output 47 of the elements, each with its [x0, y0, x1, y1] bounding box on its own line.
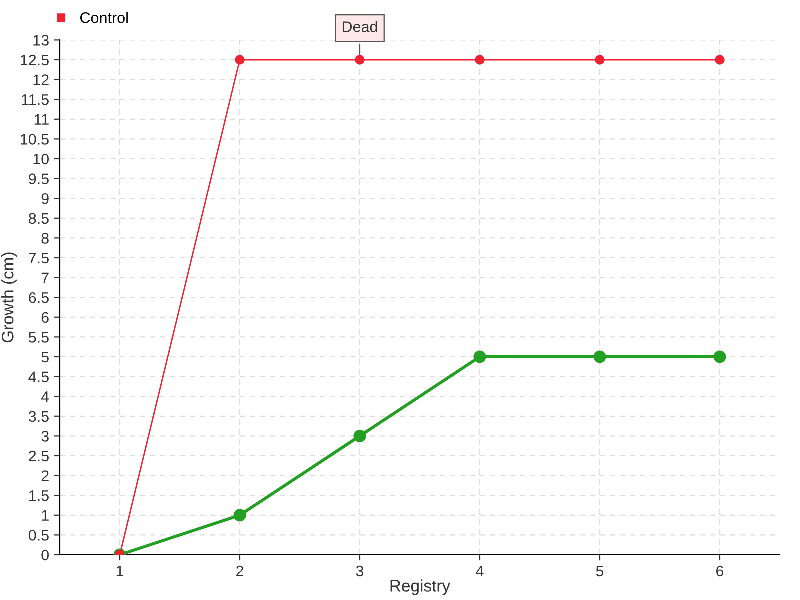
y-tick-label: 9.5	[29, 174, 49, 184]
point	[594, 350, 606, 364]
point	[474, 350, 486, 364]
point	[354, 430, 366, 442]
y-tick-label: 8	[42, 233, 49, 244]
x-tick-label: 2	[236, 566, 244, 576]
y-tick-label: 0	[42, 550, 49, 561]
y-tick-label: 6	[42, 312, 49, 324]
y-tick-label: 4.5	[28, 372, 49, 382]
point	[595, 55, 605, 65]
y-tick-label: 12	[34, 74, 49, 86]
y-tick-label: 1.5	[30, 490, 49, 502]
y-tick-label: 11.5	[22, 94, 49, 106]
y-tick-label: 7.5	[29, 253, 49, 264]
y-tick-label: 8.5	[29, 213, 49, 224]
y-tick-label: 10.5	[21, 134, 49, 145]
x-tick-label: 4	[476, 566, 484, 576]
point	[714, 350, 726, 364]
y-tick-label: 5	[42, 352, 49, 363]
x-tick-label: 3	[356, 566, 364, 577]
x-axis-title: Registry	[390, 580, 451, 596]
point	[475, 55, 485, 65]
y-tick-label: 13	[34, 35, 49, 46]
y-tick-label: 6.5	[29, 292, 49, 304]
y-tick-label: 3	[42, 431, 49, 442]
legend-label: Control	[80, 12, 128, 24]
y-tick-label: 12.5	[21, 54, 49, 66]
x-tick-label: 6	[716, 566, 724, 577]
y-tick-label: 2.5	[29, 450, 49, 462]
y-axis-title: Growth (cm)	[2, 252, 18, 343]
y-tick-label: 2	[42, 470, 49, 482]
x-tick-label: 5	[596, 566, 604, 577]
y-tick-label: 7	[42, 272, 49, 284]
point	[355, 55, 365, 65]
y-tick-label: 4	[41, 392, 50, 402]
point	[234, 509, 246, 522]
y-tick-label: 10	[34, 154, 49, 165]
y-tick-label: 0.5	[28, 530, 49, 541]
y-tick-label: 1	[42, 510, 49, 521]
y-tick-label: 5.5	[28, 332, 49, 343]
point	[715, 55, 725, 65]
annotation: Dead	[342, 21, 378, 32]
y-tick-label: 9	[42, 193, 49, 204]
point	[235, 55, 245, 65]
y-tick-label: 11	[34, 114, 49, 125]
y-tick-label: 3.5	[28, 411, 49, 422]
x-tick-label: 1	[116, 566, 124, 576]
